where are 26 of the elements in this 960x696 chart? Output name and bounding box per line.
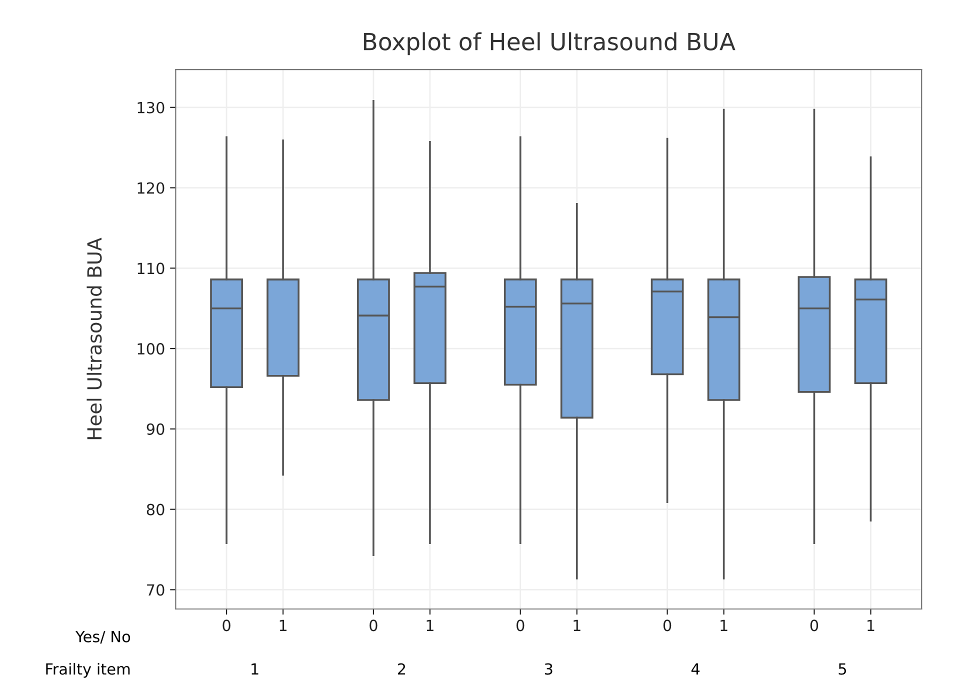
- y-tick-label: 120: [138, 182, 164, 194]
- x-tick-label: 1: [720, 620, 728, 632]
- x-tick-label: 0: [222, 620, 230, 632]
- y-tick-label: 90: [146, 423, 164, 435]
- x-tick-label: 1: [574, 620, 580, 632]
- x-tick-label: 0: [370, 620, 378, 632]
- y-tick-label: 80: [146, 504, 164, 516]
- x-tick-label: 1: [868, 620, 874, 632]
- chart-title: Boxplot of Heel Ultrasound BUA: [364, 32, 736, 56]
- text: 4: [691, 663, 700, 675]
- y-tick-label: 70: [147, 584, 164, 596]
- x-tick-label: 1: [426, 620, 434, 632]
- y-tick-label: 130: [138, 102, 164, 114]
- text: Yes/ No: [75, 631, 130, 644]
- x-tick-label: 0: [810, 620, 818, 632]
- y-axis-title: Heel Ultrasound BUA: [86, 238, 102, 440]
- y-tick-label: 100: [138, 343, 164, 355]
- text: 3: [544, 663, 552, 675]
- text: Frailty item: [46, 662, 130, 678]
- y-tick-label: 110: [138, 262, 164, 274]
- x-tick-label: 1: [280, 620, 286, 632]
- x-tick-label: 0: [663, 620, 672, 632]
- text: 5: [838, 663, 846, 675]
- x-tick-label: 0: [516, 620, 524, 632]
- text: 2: [398, 663, 406, 675]
- text: 1: [252, 663, 258, 675]
